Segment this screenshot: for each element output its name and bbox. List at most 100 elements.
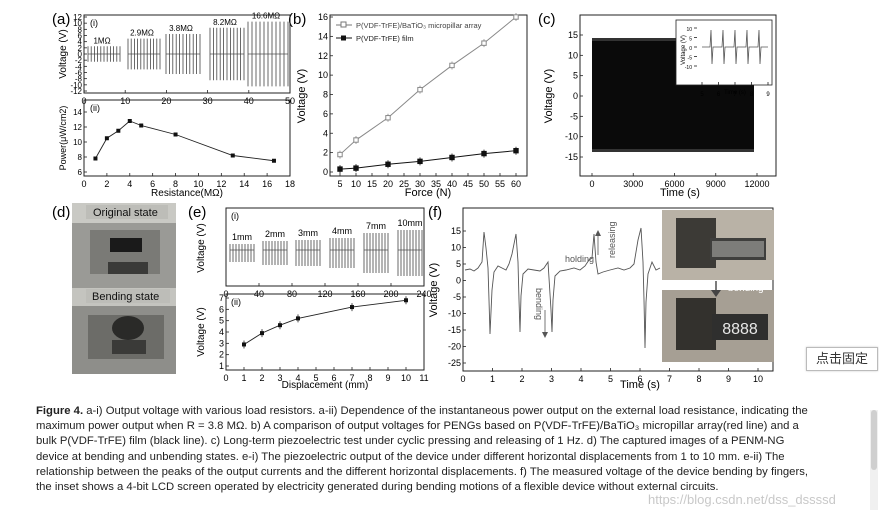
y-tick-label: 15 — [568, 30, 578, 40]
b-point — [417, 86, 423, 93]
e-i-group-label: 1mm — [232, 232, 252, 242]
x-tick-label: 2 — [259, 373, 264, 383]
caption-text: a-i) Output voltage with various load re… — [36, 405, 809, 494]
photo-d: Original state Bending state — [72, 203, 176, 374]
b-legend-2: P(VDF-TrFE) film — [356, 34, 414, 43]
y-tick-label: 5 — [573, 71, 578, 81]
y-tick-label: 4 — [219, 327, 224, 337]
a-ii-point — [116, 128, 121, 133]
chart-e-ii: (ii) Voltage (V) Displacement (mm) 76543… — [196, 293, 429, 391]
e-i-pulse-group: 10mm — [397, 218, 423, 276]
sub-label-a-ii: (ii) — [90, 103, 100, 113]
a-i-pulse-group: 8.2MΩ — [209, 18, 245, 81]
y-tick-label: 4 — [323, 128, 328, 138]
e-ii-ylabel: Voltage (V) — [196, 307, 207, 356]
e-ii-point — [278, 323, 282, 328]
x-tick-label: 10 — [120, 96, 130, 106]
y-tick-label: -10 — [448, 309, 461, 319]
a-i-group-label: 16.6MΩ — [252, 12, 280, 21]
d-bending-label: Bending state — [92, 291, 159, 303]
a-ii-point — [104, 136, 109, 141]
chart-a-i: (i) Voltage (V) 121086420-2-4-6-8-10-12 … — [58, 12, 295, 106]
figure-4: (a) (b) (c) (d) (e) (f) (i) Voltage (V) … — [52, 11, 777, 391]
a-i-group-label: 2.9MΩ — [130, 29, 154, 38]
y-tick-label: 8 — [323, 90, 328, 100]
y-tick-label: 16 — [318, 12, 328, 22]
b-point — [449, 154, 455, 161]
fix-button[interactable]: 点击固定 — [806, 347, 878, 371]
x-tick-label: 6 — [150, 179, 155, 189]
f-holding-label: holding — [565, 254, 594, 264]
x-tick-label: 9 — [766, 92, 770, 98]
x-tick-label: 11 — [419, 373, 428, 383]
panel-label-c: (c) — [538, 11, 556, 28]
y-tick-label: 10 — [73, 19, 82, 28]
x-tick-label: 30 — [415, 179, 425, 189]
y-tick-label: -10 — [685, 65, 692, 71]
e-i-group-label: 3mm — [298, 228, 318, 238]
e-i-pulse-group: 7mm — [363, 221, 389, 273]
y-tick-label: -12 — [70, 87, 82, 96]
scrollbar-thumb[interactable] — [871, 410, 877, 470]
x-tick-label: 14 — [239, 179, 249, 189]
y-tick-label: -5 — [570, 111, 578, 121]
x-tick-label: 1 — [241, 373, 246, 383]
y-tick-label: 10 — [568, 50, 578, 60]
y-tick-label: 6 — [78, 168, 83, 177]
x-tick-label: 6 — [717, 92, 721, 98]
y-tick-label: -15 — [565, 152, 578, 162]
c-ylabel: Voltage (V) — [543, 69, 555, 123]
b-point — [337, 166, 343, 172]
y-tick-label: 10 — [73, 138, 82, 147]
y-tick-label: 0 — [573, 91, 578, 101]
sub-label-a-i: (i) — [90, 18, 98, 28]
panel-label-a: (a) — [52, 11, 70, 28]
a-i-pulse-group: 16.6MΩ — [247, 12, 289, 87]
a-i-group-label: 3.8MΩ — [169, 24, 193, 33]
e-ii-point — [350, 305, 354, 310]
x-tick-label: 18 — [285, 179, 295, 189]
y-tick-label: -20 — [448, 342, 461, 352]
e-ii-xlabel: Displacement (mm) — [282, 380, 369, 391]
b-point — [481, 150, 487, 157]
x-tick-label: 7 — [349, 373, 354, 383]
c-xlabel: Time (s) — [660, 187, 700, 199]
y-tick-label: 2 — [323, 148, 328, 158]
x-tick-label: 8 — [750, 92, 754, 98]
b-point — [449, 62, 455, 69]
panel-label-d: (d) — [52, 204, 70, 221]
y-tick-label: 10 — [451, 243, 461, 253]
y-tick-label: 14 — [318, 31, 328, 41]
f-releasing-label: releasing — [607, 221, 617, 258]
f-inset-bending-label: bending — [728, 283, 764, 294]
sub-label-e-i: (i) — [231, 211, 239, 221]
b-point — [353, 137, 359, 143]
a-ii-point — [93, 156, 98, 161]
x-tick-label: 2 — [104, 179, 109, 189]
c-inset: Voltage (V) Time (s) 5 6 7 8 9 10 5 0 -5 -10 — [675, 19, 773, 98]
x-tick-label: 45 — [463, 179, 473, 189]
e-i-ylabel: Voltage (V) — [196, 223, 207, 272]
a-i-group-label: 1MΩ — [93, 36, 110, 45]
x-tick-label: 8 — [173, 179, 178, 189]
y-tick-label: 4 — [78, 38, 83, 47]
f-inset-photos: 8888 bending — [662, 210, 774, 362]
a-ii-point — [271, 158, 276, 163]
b-point — [385, 161, 391, 167]
b-xlabel: Force (N) — [405, 187, 451, 199]
y-tick-label: 2 — [219, 350, 224, 360]
e-i-pulse-group: 3mm — [295, 228, 321, 266]
x-tick-label: 4 — [578, 374, 583, 384]
y-tick-label: 10 — [318, 70, 328, 80]
x-tick-label: 10 — [753, 374, 763, 384]
x-tick-label: 50 — [479, 179, 489, 189]
y-tick-label: 12 — [73, 13, 82, 22]
x-tick-label: 20 — [383, 179, 393, 189]
e-ii-curve — [243, 299, 407, 345]
x-tick-label: 6000 — [664, 179, 684, 189]
x-tick-label: 12 — [216, 179, 226, 189]
x-tick-label: 3000 — [623, 179, 643, 189]
x-tick-label: 35 — [431, 179, 441, 189]
e-i-group-label: 7mm — [366, 221, 386, 231]
